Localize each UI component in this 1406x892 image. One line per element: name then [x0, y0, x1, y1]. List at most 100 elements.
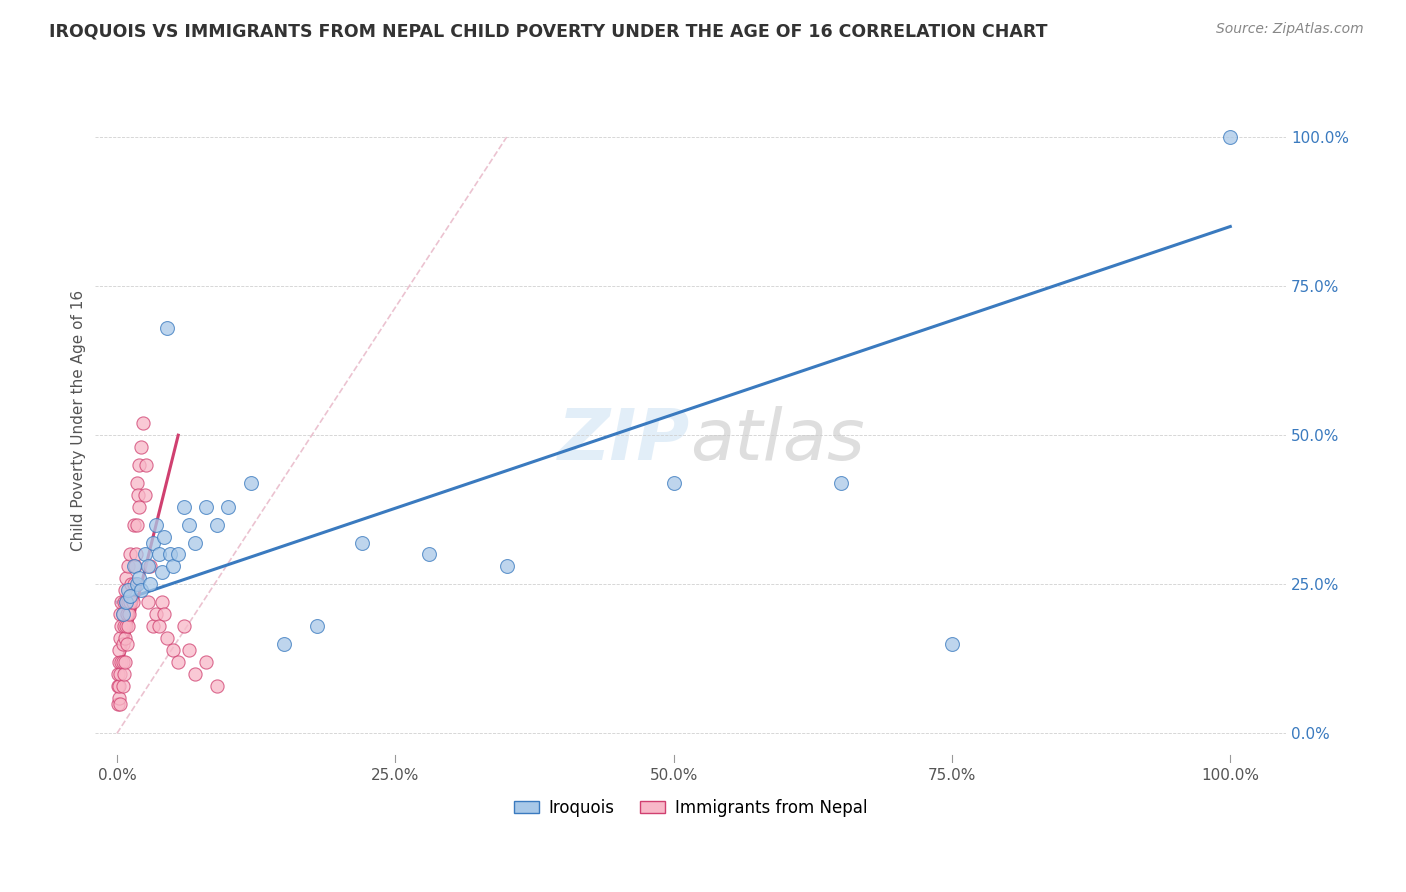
- Point: [162, 643, 184, 657]
- Point: [110, 666, 132, 681]
- Point: [125, 517, 148, 532]
- Point: [173, 500, 195, 514]
- Point: [111, 607, 134, 621]
- Point: [1219, 130, 1241, 145]
- Point: [195, 655, 218, 669]
- Point: [118, 607, 141, 621]
- Point: [159, 548, 181, 562]
- Point: [179, 643, 201, 657]
- Point: [121, 595, 143, 609]
- Point: [107, 666, 129, 681]
- Point: [111, 607, 134, 621]
- Point: [148, 548, 170, 562]
- Point: [167, 548, 190, 562]
- Point: [110, 655, 132, 669]
- Point: [114, 655, 136, 669]
- Point: [148, 619, 170, 633]
- Point: [112, 595, 135, 609]
- Point: [111, 637, 134, 651]
- Point: [115, 637, 138, 651]
- Point: [114, 583, 136, 598]
- Point: [110, 631, 132, 645]
- Point: [139, 559, 162, 574]
- Point: [120, 577, 142, 591]
- Y-axis label: Child Poverty Under the Age of 16: Child Poverty Under the Age of 16: [72, 290, 86, 551]
- Point: [152, 607, 174, 621]
- Point: [117, 595, 139, 609]
- Point: [134, 488, 156, 502]
- Point: [217, 500, 239, 514]
- Point: [145, 517, 167, 532]
- Point: [156, 631, 179, 645]
- Point: [136, 595, 159, 609]
- Point: [112, 666, 135, 681]
- Point: [115, 607, 138, 621]
- Point: [128, 500, 150, 514]
- Point: [110, 697, 132, 711]
- Point: [167, 655, 190, 669]
- Point: [205, 517, 228, 532]
- Point: [136, 559, 159, 574]
- Point: [120, 595, 142, 609]
- Point: [273, 637, 295, 651]
- Legend: Iroquois, Immigrants from Nepal: Iroquois, Immigrants from Nepal: [508, 792, 873, 823]
- Point: [108, 679, 131, 693]
- Point: [350, 535, 373, 549]
- Point: [108, 690, 131, 705]
- Point: [111, 655, 134, 669]
- Point: [122, 577, 145, 591]
- Point: [120, 548, 142, 562]
- Point: [418, 548, 440, 562]
- Point: [239, 475, 262, 490]
- Point: [156, 321, 179, 335]
- Point: [117, 583, 139, 598]
- Point: [184, 666, 207, 681]
- Point: [184, 535, 207, 549]
- Point: [108, 655, 131, 669]
- Point: [111, 679, 134, 693]
- Point: [117, 619, 139, 633]
- Point: [115, 595, 138, 609]
- Point: [117, 559, 139, 574]
- Point: [179, 517, 201, 532]
- Point: [662, 475, 685, 490]
- Text: IROQUOIS VS IMMIGRANTS FROM NEPAL CHILD POVERTY UNDER THE AGE OF 16 CORRELATION : IROQUOIS VS IMMIGRANTS FROM NEPAL CHILD …: [49, 22, 1047, 40]
- Point: [125, 548, 148, 562]
- Point: [115, 571, 138, 585]
- Point: [195, 500, 218, 514]
- Text: ZIP: ZIP: [558, 407, 690, 475]
- Point: [131, 440, 153, 454]
- Point: [162, 559, 184, 574]
- Point: [110, 619, 132, 633]
- Point: [112, 619, 135, 633]
- Point: [307, 619, 329, 633]
- Point: [127, 488, 149, 502]
- Point: [128, 571, 150, 585]
- Point: [139, 577, 162, 591]
- Point: [152, 530, 174, 544]
- Point: [115, 595, 138, 609]
- Point: [142, 619, 165, 633]
- Point: [114, 631, 136, 645]
- Text: Source: ZipAtlas.com: Source: ZipAtlas.com: [1216, 22, 1364, 37]
- Point: [150, 566, 173, 580]
- Point: [110, 595, 132, 609]
- Point: [145, 607, 167, 621]
- Point: [124, 559, 146, 574]
- Point: [122, 517, 145, 532]
- Point: [131, 417, 153, 431]
- Point: [135, 458, 157, 472]
- Point: [115, 619, 138, 633]
- Point: [107, 697, 129, 711]
- Point: [150, 595, 173, 609]
- Point: [128, 458, 150, 472]
- Point: [131, 583, 153, 598]
- Point: [120, 589, 142, 603]
- Point: [495, 559, 517, 574]
- Point: [107, 679, 129, 693]
- Point: [142, 535, 165, 549]
- Text: atlas: atlas: [690, 407, 865, 475]
- Point: [830, 475, 852, 490]
- Point: [941, 637, 963, 651]
- Point: [173, 619, 195, 633]
